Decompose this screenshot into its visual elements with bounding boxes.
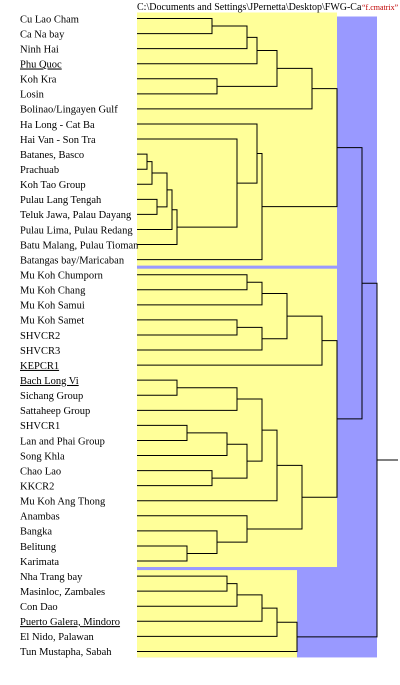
leaf-label: Masinloc, Zambales — [20, 587, 105, 598]
leaf-label: Ca Na bay — [20, 29, 65, 40]
leaf-label: Puerto Galera, Mindoro — [20, 617, 120, 628]
leaf-label: Sichang Group — [20, 391, 83, 402]
leaf-label: Bolinao/Lingayen Gulf — [20, 105, 118, 116]
leaf-label: Koh Kra — [20, 75, 57, 86]
leaf-label: Bach Long Vi — [20, 376, 79, 387]
leaf-label: Song Khla — [20, 451, 65, 462]
leaf-label: Lan and Phai Group — [20, 436, 105, 447]
leaf-label: Ha Long - Cat Ba — [20, 120, 95, 131]
dendrogram-links — [137, 18, 398, 652]
leaf-label: Mu Koh Samet — [20, 316, 84, 327]
leaf-label: Losin — [20, 90, 45, 101]
leaf-label: Batanes, Basco — [20, 150, 84, 161]
leaf-label: El Nido, Palawan — [20, 632, 95, 643]
leaf-label: Pulau Lima, Pulau Redang — [20, 225, 133, 236]
leaf-label: Batu Malang, Pulau Tioman — [20, 240, 139, 251]
leaf-label: Chao Lao — [20, 466, 61, 477]
leaf-label: SHVCR2 — [20, 331, 60, 342]
leaf-label: Belitung — [20, 542, 57, 553]
leaf-label: Ninh Hai — [20, 44, 59, 55]
leaf-label: Mu Koh Chumporn — [20, 270, 104, 281]
leaf-labels: Cu Lao Cham Ca Na bay Ninh Hai Phu Quoc Koh … — [20, 14, 139, 658]
leaf-label: Sattaheep Group — [20, 406, 90, 417]
leaf-label: Mu Koh Ang Thong — [20, 497, 106, 508]
leaf-label: Mu Koh Samui — [20, 301, 85, 312]
leaf-label: Bangka — [20, 527, 52, 538]
leaf-label: Anambas — [20, 512, 60, 523]
leaf-label: Batangas bay/Maricaban — [20, 255, 125, 266]
leaf-label: Karimata — [20, 557, 59, 568]
leaf-label: SHVCR3 — [20, 346, 60, 357]
leaf-label: KKCR2 — [20, 481, 54, 492]
leaf-label: Con Dao — [20, 602, 58, 613]
leaf-label: Hai Van - Son Tra — [20, 135, 96, 146]
file-path-header: C:\Documents and Settings\JPernetta\Desk… — [137, 2, 362, 13]
leaf-label: Phu Quoc — [20, 60, 62, 71]
leaf-label: Pulau Lang Tengah — [20, 195, 102, 206]
leaf-label: Teluk Jawa, Palau Dayang — [20, 210, 132, 221]
leaf-label: Nha Trang bay — [20, 572, 83, 583]
file-path-suffix: “f.cmatrix” — [362, 3, 399, 12]
leaf-label: Tun Mustapha, Sabah — [20, 647, 112, 658]
leaf-label: Cu Lao Cham — [20, 14, 79, 25]
cluster-region — [137, 570, 297, 658]
leaf-label: KEPCR1 — [20, 361, 59, 372]
leaf-label: Prachuab — [20, 165, 59, 176]
leaf-label: Koh Tao Group — [20, 180, 86, 191]
cluster-region — [137, 268, 337, 568]
leaf-label: Mu Koh Chang — [20, 286, 86, 297]
leaf-label: SHVCR1 — [20, 421, 60, 432]
